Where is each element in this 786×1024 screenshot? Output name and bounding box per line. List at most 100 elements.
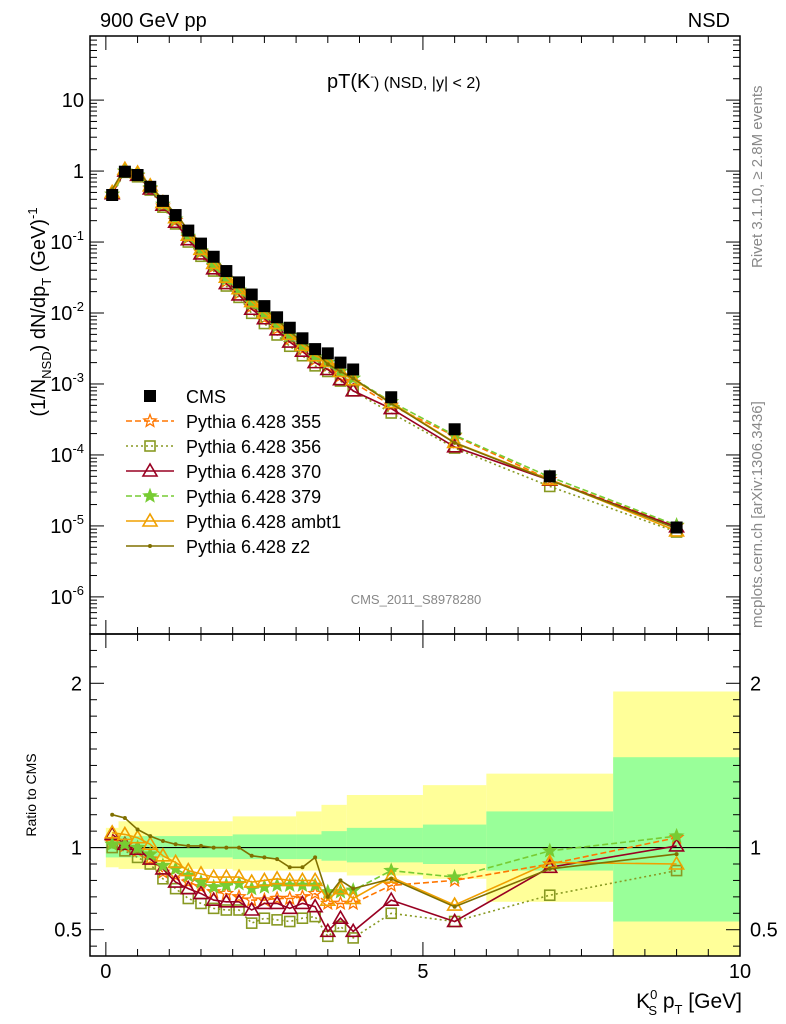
ratio-point-4 xyxy=(230,868,248,883)
ratio-point-4 xyxy=(255,871,273,887)
ratio-point-4 xyxy=(192,865,210,880)
ratio-point-1 xyxy=(233,904,245,916)
ratio-point-5 xyxy=(287,865,292,870)
ratio-point-4 xyxy=(167,853,185,869)
ratio-point-2 xyxy=(268,894,286,910)
x-tick-label: 5 xyxy=(417,961,428,983)
cms-data-point xyxy=(448,423,461,436)
cms-data-point xyxy=(233,276,246,289)
ratio-point-4 xyxy=(319,891,337,906)
ratio-point-0 xyxy=(180,873,197,889)
cms-data-point xyxy=(258,300,271,313)
ratio-point-4 xyxy=(382,868,400,883)
ratio-point-0 xyxy=(193,878,209,894)
uncertainty-band-inner xyxy=(321,831,347,861)
ratio-point-3 xyxy=(668,827,685,843)
cms-data-point xyxy=(144,180,157,193)
ratio-point-5 xyxy=(135,827,140,832)
cms-data-point xyxy=(385,391,398,404)
series-point-5 xyxy=(338,369,343,374)
ratio-point-1 xyxy=(207,902,220,915)
ratio-point-5 xyxy=(547,866,552,871)
x-tick-label: 10 xyxy=(729,961,751,983)
ratio-y-tick-label: 2 xyxy=(71,673,82,695)
legend-label-0: Pythia 6.428 355 xyxy=(186,412,321,432)
ratio-y-label: Ratio to CMS xyxy=(23,753,39,836)
x-axis-label: K0 S pT [GeV] xyxy=(636,987,742,1018)
series-point-5 xyxy=(325,362,330,367)
ratio-point-2 xyxy=(179,880,197,895)
ratio-point-2 xyxy=(306,898,324,913)
ratio-point-4 xyxy=(668,855,685,870)
ratio-point-5 xyxy=(338,878,343,883)
ratio-point-1 xyxy=(334,920,347,933)
ratio-point-4 xyxy=(141,835,159,851)
ratio-point-1 xyxy=(169,882,182,895)
cms-data-point xyxy=(169,209,182,222)
y-tick-label: 10-5 xyxy=(50,512,84,538)
ratio-point-5 xyxy=(275,857,280,862)
uncertainty-band-inner xyxy=(296,834,322,860)
ratio-point-5 xyxy=(186,843,191,848)
ratio-point-3 xyxy=(142,845,159,861)
legend-label-5: Pythia 6.428 z2 xyxy=(186,537,310,557)
ratio-point-0 xyxy=(383,877,400,893)
header-right: NSD xyxy=(688,10,730,32)
ratio-point-1 xyxy=(296,912,309,925)
ratio-point-2 xyxy=(243,901,261,916)
ratio-point-0 xyxy=(332,895,349,911)
legend-marker-cms xyxy=(144,390,156,402)
header-left: 900 GeV pp xyxy=(100,10,207,32)
y-tick-label: 10-4 xyxy=(50,441,84,467)
series-point-4 xyxy=(344,371,362,386)
ratio-point-0 xyxy=(446,872,463,888)
ratio-point-2 xyxy=(344,922,362,938)
ratio-point-2 xyxy=(319,922,337,938)
ratio-point-1 xyxy=(271,914,283,926)
series-point-2 xyxy=(344,382,362,397)
series-point-2 xyxy=(319,360,337,376)
legend-label-1: Pythia 6.428 356 xyxy=(186,437,321,457)
ratio-point-4 xyxy=(243,873,261,888)
plot-title: pT(K-) (NSD, |y| < 2) xyxy=(327,71,481,93)
ratio-point-2 xyxy=(281,899,299,915)
ratio-point-1 xyxy=(670,864,683,877)
ratio-point-3 xyxy=(205,878,222,894)
ratio-point-5 xyxy=(160,839,165,843)
ratio-point-2 xyxy=(230,893,248,908)
cms-data-point xyxy=(118,165,131,178)
ratio-point-5 xyxy=(325,894,330,899)
main-plot-panel: 10-6 10-5 10-4 10-3 10-2 10-1 1 10 pT(K-) (NSD,… xyxy=(25,35,741,635)
cms-data-point xyxy=(271,311,284,324)
ratio-point-5 xyxy=(173,842,178,847)
ratio-point-5 xyxy=(224,845,229,850)
ratio-y-tick-label: 1 xyxy=(71,838,82,860)
ratio-point-2 xyxy=(192,884,210,900)
cms-data-point xyxy=(296,332,309,345)
ratio-point-2 xyxy=(205,891,223,906)
legend-marker-0 xyxy=(142,412,158,428)
cms-data-point xyxy=(245,288,258,301)
ratio-point-0 xyxy=(167,867,184,883)
ratio-point-4 xyxy=(179,861,197,877)
series-point-2 xyxy=(446,438,464,453)
legend-marker-3 xyxy=(142,487,158,503)
analysis-label: CMS_2011_S8978280 xyxy=(351,592,482,607)
ratio-point-4 xyxy=(116,825,134,841)
ratio-point-5 xyxy=(389,876,394,881)
ratio-point-4 xyxy=(205,868,223,883)
ratio-point-0 xyxy=(345,895,362,911)
y-tick-label: 1 xyxy=(73,161,84,183)
ratio-point-1 xyxy=(385,907,398,920)
ratio-point-2 xyxy=(332,909,349,925)
ratio-point-4 xyxy=(344,889,362,905)
ratio-plot-panel: 0.5 0.5 1 1 2 2 0 5 10 Ratio to CMS K0 S pT [GeV] xyxy=(23,633,778,1018)
ratio-point-4 xyxy=(294,871,311,887)
y-tick-label: 10-2 xyxy=(50,299,84,325)
uncertainty-band-inner xyxy=(422,824,487,864)
legend-label-cms: CMS xyxy=(186,387,226,407)
legend-marker-1 xyxy=(144,440,156,452)
ratio-point-5 xyxy=(148,834,153,839)
cms-data-point xyxy=(670,521,683,534)
